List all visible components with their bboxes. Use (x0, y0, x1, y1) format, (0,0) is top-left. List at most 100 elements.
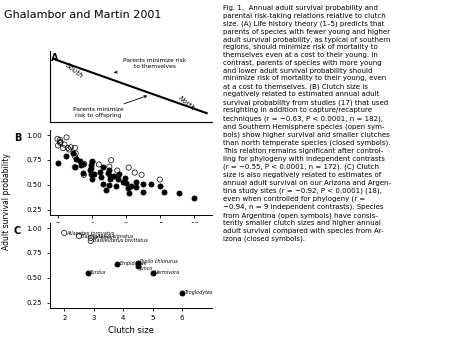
Point (106, 173, 113, 178)
Text: Clutch size: Clutch size (108, 325, 153, 335)
Point (90, 172, 97, 177)
Text: Ghalambor and Martin 2001: Ghalambor and Martin 2001 (4, 10, 162, 20)
Point (149, 270, 156, 275)
Point (87, 163, 94, 168)
Text: Parents minimize risk
to themselves: Parents minimize risk to themselves (115, 58, 186, 73)
Point (156, 177, 163, 182)
Text: Basileuterus signatus: Basileuterus signatus (81, 234, 134, 239)
Point (61, 230, 68, 236)
Point (80, 170, 87, 175)
Point (56, 137, 63, 143)
Point (175, 191, 182, 196)
Point (132, 184, 140, 189)
Text: Arremon: Arremon (93, 236, 114, 241)
Point (95, 162, 103, 167)
Point (114, 261, 121, 267)
Point (71, 153, 78, 159)
Point (64, 145, 72, 150)
Point (54, 143, 62, 148)
Point (54, 161, 61, 166)
Point (88, 165, 95, 171)
Point (125, 165, 132, 170)
Point (99, 164, 107, 169)
Point (72, 151, 79, 156)
Point (57, 140, 64, 146)
Text: Junco: Junco (140, 266, 153, 271)
Point (108, 158, 115, 163)
Point (112, 183, 120, 188)
Text: Adult survival probability: Adult survival probability (2, 153, 11, 250)
Point (80, 161, 87, 166)
Point (84, 270, 91, 275)
Point (138, 172, 145, 177)
Point (103, 187, 110, 193)
Point (76, 159, 84, 164)
Point (190, 195, 198, 201)
Text: Empidonax: Empidonax (120, 261, 147, 266)
Point (147, 182, 154, 187)
Point (132, 179, 139, 185)
Point (140, 189, 147, 195)
Point (106, 164, 113, 169)
Point (72, 164, 79, 169)
Point (87, 167, 94, 172)
Point (69, 150, 76, 155)
Point (65, 147, 72, 152)
Point (87, 171, 94, 176)
Text: Basileuterus bivittatus: Basileuterus bivittatus (93, 239, 148, 243)
Point (122, 175, 129, 180)
Point (57, 139, 64, 144)
Text: North: North (178, 96, 197, 112)
Point (134, 263, 141, 268)
Text: C: C (14, 226, 21, 236)
Point (122, 180, 130, 186)
Text: South: South (64, 62, 84, 79)
Point (99, 181, 107, 186)
Point (89, 160, 96, 165)
Point (54, 136, 61, 142)
Point (80, 172, 87, 178)
Point (72, 157, 80, 162)
Point (125, 186, 132, 191)
Point (127, 184, 134, 189)
Point (88, 158, 95, 163)
Text: Parents minimize
risk to offspring: Parents minimize risk to offspring (73, 96, 146, 118)
Point (140, 182, 147, 187)
Point (105, 168, 112, 173)
Text: Vermivora: Vermivora (155, 270, 180, 275)
Point (61, 142, 68, 147)
Text: Turdus: Turdus (90, 270, 107, 275)
Text: B: B (14, 132, 21, 143)
Point (114, 168, 121, 173)
Text: Atlapetes torquatus: Atlapetes torquatus (67, 231, 115, 236)
Point (125, 190, 132, 195)
Point (104, 170, 112, 175)
Point (105, 182, 112, 187)
Point (87, 238, 94, 244)
Point (116, 172, 123, 177)
Text: A: A (51, 53, 59, 63)
Point (160, 190, 167, 195)
Point (68, 145, 75, 150)
Point (97, 169, 104, 174)
Point (87, 235, 94, 241)
Point (81, 161, 88, 167)
Point (73, 156, 81, 162)
Point (115, 177, 122, 182)
Point (110, 173, 117, 178)
Point (179, 290, 186, 295)
Text: Pipilo chlorurus: Pipilo chlorurus (140, 259, 178, 264)
Point (71, 164, 78, 170)
Point (157, 183, 164, 188)
Point (97, 175, 104, 180)
Point (107, 176, 114, 182)
Point (119, 180, 126, 185)
Point (134, 260, 141, 266)
Text: Troglodytes: Troglodytes (184, 290, 213, 295)
Point (77, 163, 84, 168)
Point (131, 170, 138, 175)
Point (71, 145, 78, 151)
Point (88, 176, 95, 182)
Point (63, 153, 70, 159)
Text: Fig. 1.  Annual adult survival probability and
parental risk-taking relations re: Fig. 1. Annual adult survival probabilit… (223, 5, 391, 242)
